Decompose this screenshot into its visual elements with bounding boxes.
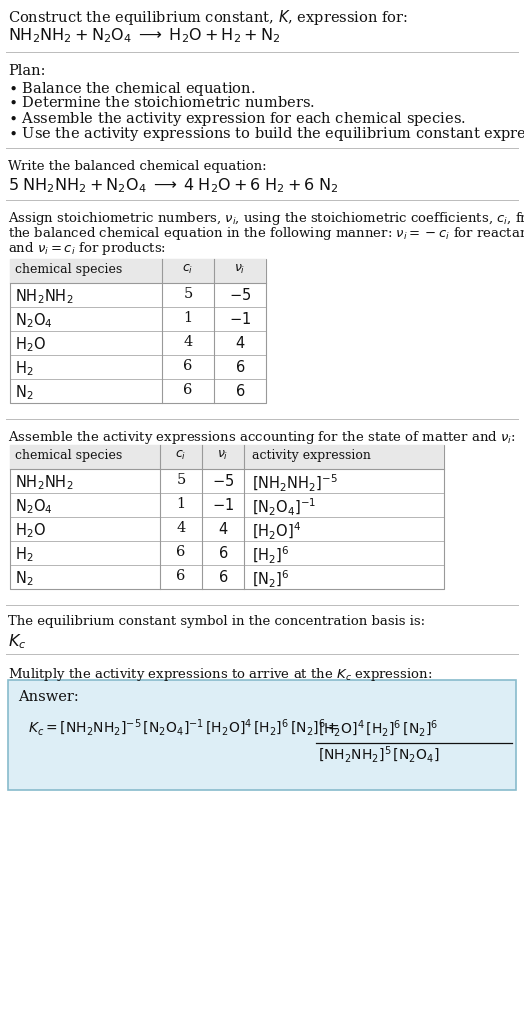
Bar — [10, 445, 444, 589]
Text: $[\mathrm{N_2}]^{6}$: $[\mathrm{N_2}]^{6}$ — [252, 569, 289, 591]
Text: $\bullet$ Use the activity expressions to build the equilibrium constant express: $\bullet$ Use the activity expressions t… — [8, 125, 524, 143]
Text: $K_c$: $K_c$ — [8, 632, 26, 651]
Text: activity expression: activity expression — [252, 449, 371, 462]
Text: 5: 5 — [183, 287, 193, 301]
Text: $[\mathrm{N_2O_4}]^{-1}$: $[\mathrm{N_2O_4}]^{-1}$ — [252, 497, 316, 518]
Text: $6$: $6$ — [218, 545, 228, 561]
Text: $\bullet$ Assemble the activity expression for each chemical species.: $\bullet$ Assemble the activity expressi… — [8, 110, 466, 128]
Text: $6$: $6$ — [235, 383, 245, 400]
Text: 1: 1 — [177, 497, 185, 511]
Text: $-1$: $-1$ — [212, 497, 234, 514]
Text: Construct the equilibrium constant, $K$, expression for:: Construct the equilibrium constant, $K$,… — [8, 8, 408, 27]
Text: Assign stoichiometric numbers, $\nu_i$, using the stoichiometric coefficients, $: Assign stoichiometric numbers, $\nu_i$, … — [8, 210, 524, 227]
Text: chemical species: chemical species — [15, 449, 122, 462]
Text: $\mathrm{N_2}$: $\mathrm{N_2}$ — [15, 569, 34, 587]
Text: 4: 4 — [177, 521, 185, 535]
Text: $c_i$: $c_i$ — [182, 263, 194, 276]
Text: $6$: $6$ — [218, 569, 228, 585]
Text: 5: 5 — [177, 473, 185, 487]
Text: $K_c = [\mathrm{NH_2NH_2}]^{-5}\,[\mathrm{N_2O_4}]^{-1}\,[\mathrm{H_2O}]^{4}\,[\: $K_c = [\mathrm{NH_2NH_2}]^{-5}\,[\mathr… — [28, 718, 340, 738]
Text: $[\mathrm{H_2O}]^{4}$: $[\mathrm{H_2O}]^{4}$ — [252, 521, 301, 542]
Bar — [8, 680, 516, 790]
Text: $-5$: $-5$ — [229, 287, 251, 303]
Text: $\mathrm{N_2O_4}$: $\mathrm{N_2O_4}$ — [15, 497, 52, 516]
Text: $-5$: $-5$ — [212, 473, 234, 489]
Text: $\mathrm{H_2O}$: $\mathrm{H_2O}$ — [15, 521, 46, 540]
Text: Assemble the activity expressions accounting for the state of matter and $\nu_i$: Assemble the activity expressions accoun… — [8, 429, 516, 446]
Text: $c_i$: $c_i$ — [176, 449, 187, 462]
Text: $[\mathrm{H_2O}]^{4}\,[\mathrm{H_2}]^{6}\,[\mathrm{N_2}]^{6}$: $[\mathrm{H_2O}]^{4}\,[\mathrm{H_2}]^{6}… — [318, 719, 439, 739]
Text: the balanced chemical equation in the following manner: $\nu_i = -c_i$ for react: the balanced chemical equation in the fo… — [8, 225, 524, 242]
Text: $\bullet$ Balance the chemical equation.: $\bullet$ Balance the chemical equation. — [8, 80, 255, 98]
Bar — [10, 259, 266, 283]
Text: Mulitply the activity expressions to arrive at the $K_c$ expression:: Mulitply the activity expressions to arr… — [8, 665, 432, 683]
Text: 1: 1 — [183, 311, 192, 325]
Text: 4: 4 — [183, 335, 193, 349]
Text: Write the balanced chemical equation:: Write the balanced chemical equation: — [8, 160, 267, 173]
Text: $\mathrm{N_2}$: $\mathrm{N_2}$ — [15, 383, 34, 402]
Text: $[\mathrm{NH_2NH_2}]^{5}\,[\mathrm{N_2O_4}]$: $[\mathrm{NH_2NH_2}]^{5}\,[\mathrm{N_2O_… — [318, 745, 439, 765]
Text: $\nu_i$: $\nu_i$ — [217, 449, 228, 462]
Text: $-1$: $-1$ — [229, 311, 251, 327]
Text: $\bullet$ Determine the stoichiometric numbers.: $\bullet$ Determine the stoichiometric n… — [8, 96, 315, 110]
Text: Plan:: Plan: — [8, 64, 46, 78]
Text: $[\mathrm{H_2}]^{6}$: $[\mathrm{H_2}]^{6}$ — [252, 545, 290, 566]
Text: $\mathrm{N_2O_4}$: $\mathrm{N_2O_4}$ — [15, 311, 52, 330]
Text: $\nu_i$: $\nu_i$ — [234, 263, 246, 276]
Bar — [10, 445, 444, 469]
Text: $\mathrm{H_2O}$: $\mathrm{H_2O}$ — [15, 335, 46, 353]
Text: $\mathrm{H_2}$: $\mathrm{H_2}$ — [15, 545, 34, 564]
Text: Answer:: Answer: — [18, 690, 79, 703]
Text: $5\;\mathrm{NH_2NH_2} + \mathrm{N_2O_4} \;\longrightarrow\; 4\;\mathrm{H_2O} + 6: $5\;\mathrm{NH_2NH_2} + \mathrm{N_2O_4} … — [8, 176, 339, 195]
Text: chemical species: chemical species — [15, 263, 122, 276]
Text: 6: 6 — [176, 569, 185, 583]
Text: 6: 6 — [183, 359, 193, 373]
Text: $4$: $4$ — [235, 335, 245, 351]
Text: The equilibrium constant symbol in the concentration basis is:: The equilibrium constant symbol in the c… — [8, 615, 425, 627]
Text: $\mathrm{NH_2NH_2}$: $\mathrm{NH_2NH_2}$ — [15, 287, 73, 306]
Bar — [10, 259, 266, 403]
Text: $\mathrm{H_2}$: $\mathrm{H_2}$ — [15, 359, 34, 378]
Text: $\mathrm{NH_2NH_2} + \mathrm{N_2O_4} \;\longrightarrow\; \mathrm{H_2O} + \mathrm: $\mathrm{NH_2NH_2} + \mathrm{N_2O_4} \;\… — [8, 26, 280, 45]
Text: 6: 6 — [176, 545, 185, 559]
Text: 6: 6 — [183, 383, 193, 397]
Text: and $\nu_i = c_i$ for products:: and $\nu_i = c_i$ for products: — [8, 240, 166, 257]
Text: $4$: $4$ — [218, 521, 228, 537]
Text: $6$: $6$ — [235, 359, 245, 375]
Text: $\mathrm{NH_2NH_2}$: $\mathrm{NH_2NH_2}$ — [15, 473, 73, 492]
Text: $[\mathrm{NH_2NH_2}]^{-5}$: $[\mathrm{NH_2NH_2}]^{-5}$ — [252, 473, 338, 494]
